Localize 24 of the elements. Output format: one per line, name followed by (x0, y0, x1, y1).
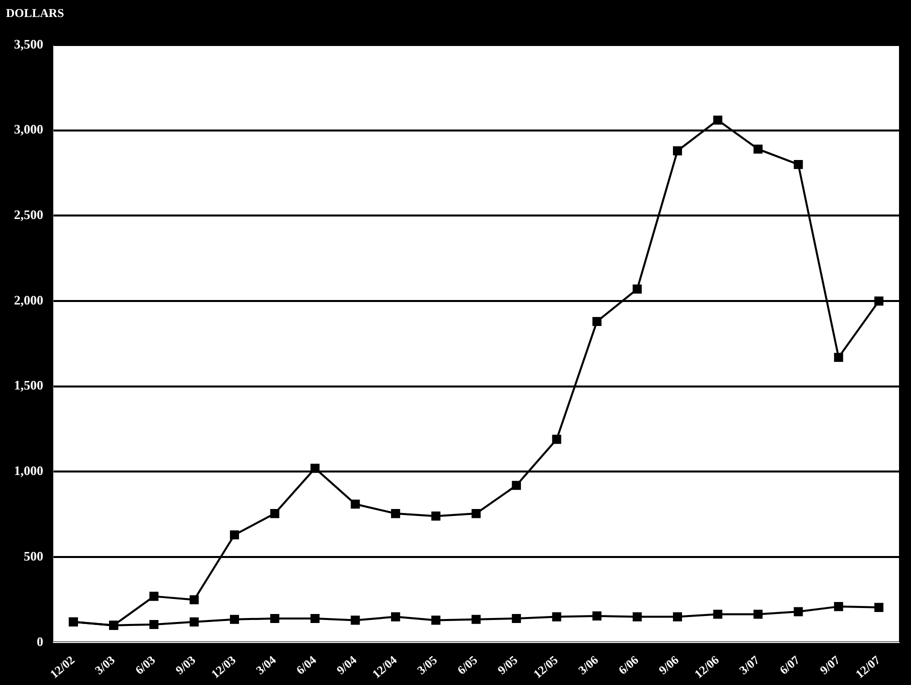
y-tick-label: 500 (24, 548, 44, 564)
x-tick-label: 3/05 (414, 652, 440, 678)
y-tick-label: 2,000 (14, 292, 44, 308)
x-tick-label: 9/03 (172, 652, 198, 678)
x-tick-label: 3/06 (576, 652, 601, 678)
x-tick-label: 6/05 (454, 652, 480, 678)
y-axis-title: DOLLARS (6, 6, 64, 20)
y-tick-label: 3,000 (14, 122, 44, 137)
y-tick-label: 3,500 (14, 36, 44, 52)
x-tick-label: 6/07 (776, 652, 802, 678)
x-tick-label: 9/06 (656, 652, 682, 678)
y-tick-label: 1,500 (14, 378, 44, 393)
x-tick-label: 9/04 (334, 652, 360, 678)
x-tick-label: 3/04 (253, 652, 279, 678)
x-tick-label: 6/03 (132, 652, 158, 678)
y-tick-label: 0 (36, 634, 44, 649)
y-tick-label: 2,500 (14, 207, 44, 222)
x-tick-label: 6/06 (616, 652, 642, 678)
x-tick-label: 3/07 (736, 652, 762, 678)
x-tick-label: 3/03 (92, 652, 118, 678)
x-tick-label: 6/04 (294, 652, 319, 678)
x-tick-label: 9/07 (817, 652, 843, 678)
y-tick-label: 1,000 (14, 463, 44, 478)
x-tick-label: 9/05 (494, 652, 520, 678)
